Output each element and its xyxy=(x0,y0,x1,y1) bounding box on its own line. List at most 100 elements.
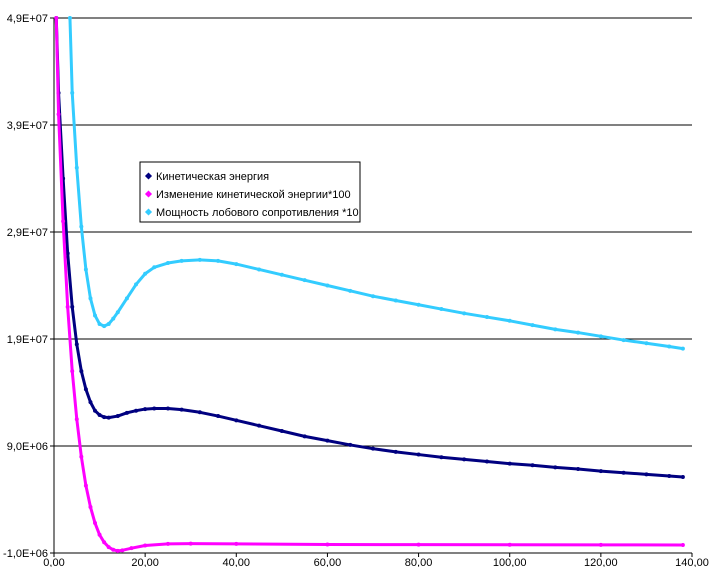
series-point xyxy=(70,304,75,309)
series-point xyxy=(93,408,98,413)
series-point xyxy=(598,542,603,547)
series-point xyxy=(325,438,330,443)
series-point xyxy=(348,288,353,293)
x-tick-label: 100,00 xyxy=(493,557,527,567)
series-point xyxy=(216,414,221,419)
legend-box xyxy=(139,161,361,223)
series-point xyxy=(416,302,421,307)
series-point xyxy=(179,407,184,412)
series-point xyxy=(621,470,626,475)
series-point xyxy=(70,90,75,95)
series-point xyxy=(507,318,512,323)
series-point xyxy=(680,346,685,351)
y-tick-label: -1,0E+06 xyxy=(3,548,48,560)
series-point xyxy=(83,387,88,392)
series-point xyxy=(61,219,66,224)
series-point xyxy=(88,296,93,301)
series-point xyxy=(97,532,102,537)
series-point xyxy=(102,415,107,420)
x-tick-label: 140,00 xyxy=(675,557,709,567)
x-tick-label: 0,00 xyxy=(43,557,64,567)
series-point xyxy=(197,257,202,262)
series-line xyxy=(54,17,684,479)
series-point xyxy=(54,16,59,20)
y-axis-ticks: -1,0E+06 9,0E+06 1,9E+07 2,9E+07 3,9E+07 4,9E… xyxy=(3,13,54,560)
series-point xyxy=(67,16,72,20)
series-point xyxy=(115,310,120,315)
gridlines xyxy=(54,17,692,447)
series-layer xyxy=(54,16,685,553)
legend-marker xyxy=(144,172,153,180)
series-point xyxy=(279,272,284,277)
series-point xyxy=(348,442,353,447)
series-point xyxy=(134,408,139,413)
series-point xyxy=(598,469,603,474)
series-point xyxy=(530,463,535,468)
series-point xyxy=(325,283,330,288)
y-tick-label: 3,9E+07 xyxy=(7,120,48,132)
axes xyxy=(53,18,692,554)
series-point xyxy=(124,410,129,415)
series-point xyxy=(371,446,375,451)
series-point xyxy=(79,224,84,229)
series-point xyxy=(302,434,307,439)
x-tick-label: 80,00 xyxy=(405,557,433,567)
series-point xyxy=(120,548,125,553)
legend-marker xyxy=(144,208,153,216)
series-point xyxy=(111,316,116,321)
series-point xyxy=(553,327,558,332)
series-point xyxy=(165,541,170,546)
series-point xyxy=(598,334,603,339)
series-point xyxy=(97,322,102,327)
series-point xyxy=(234,418,239,423)
series-point xyxy=(416,542,421,547)
series-point xyxy=(74,342,79,347)
series-point xyxy=(507,461,512,466)
series-point xyxy=(507,542,512,547)
series-point xyxy=(279,429,284,434)
series-point xyxy=(165,406,170,411)
series-point xyxy=(257,423,262,428)
series-point xyxy=(416,452,421,457)
series-point xyxy=(484,459,489,464)
series-1 xyxy=(54,16,685,480)
series-point xyxy=(644,472,649,477)
series-point xyxy=(644,341,649,346)
x-tick-label: 120,00 xyxy=(584,557,618,567)
series-point xyxy=(179,258,184,263)
series-point xyxy=(93,521,98,526)
series-point xyxy=(530,323,535,328)
y-tick-label: 1,9E+07 xyxy=(7,334,48,346)
series-point xyxy=(667,344,672,349)
series-2 xyxy=(54,16,685,553)
series-point xyxy=(143,543,148,548)
series-point xyxy=(93,313,98,318)
series-point xyxy=(102,540,107,545)
series-point xyxy=(134,282,139,287)
series-point xyxy=(88,400,93,405)
series-point xyxy=(106,545,111,550)
series-point xyxy=(65,251,70,256)
series-point xyxy=(393,298,398,303)
series-point xyxy=(576,330,581,335)
series-point xyxy=(143,271,148,276)
series-point xyxy=(439,307,444,312)
x-tick-label: 40,00 xyxy=(223,557,251,567)
y-tick-label: 2,9E+07 xyxy=(7,227,48,239)
series-point xyxy=(111,547,116,552)
series-point xyxy=(667,473,672,478)
series-point xyxy=(97,412,102,417)
legend-label: Мощность лобового сопротивления *10 xyxy=(156,207,359,219)
series-point xyxy=(257,267,262,272)
series-point xyxy=(106,322,111,327)
series-point xyxy=(188,541,193,546)
series-point xyxy=(74,417,79,422)
series-point xyxy=(302,278,307,283)
x-axis-ticks: 0,00 20,00 40,00 60,00 80,00 100,00 120,00 140,… xyxy=(43,553,709,567)
series-point xyxy=(484,315,489,320)
series-point xyxy=(56,112,61,117)
series-point xyxy=(462,311,467,316)
series-line xyxy=(54,17,683,553)
series-point xyxy=(439,455,444,460)
